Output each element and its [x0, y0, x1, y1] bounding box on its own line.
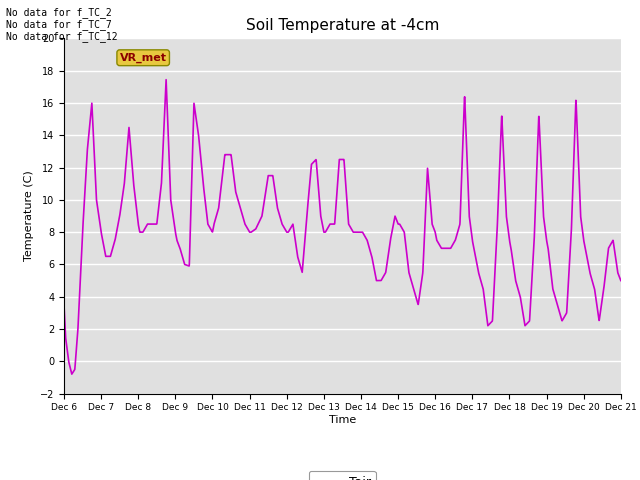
Tair — [163, 77, 170, 83]
Legend: Tair: Tair — [309, 471, 376, 480]
Tair — [606, 242, 614, 248]
Tair — [547, 264, 554, 270]
Text: No data for f_TC_12: No data for f_TC_12 — [6, 31, 118, 42]
Text: No data for f_TC_2: No data for f_TC_2 — [6, 7, 112, 18]
Text: VR_met: VR_met — [120, 53, 166, 63]
Tair — [617, 278, 625, 284]
Tair — [274, 206, 282, 212]
Text: No data for f_TC_7: No data for f_TC_7 — [6, 19, 112, 30]
Title: Soil Temperature at -4cm: Soil Temperature at -4cm — [246, 18, 439, 33]
Line: Tair: Tair — [64, 80, 621, 374]
Tair — [157, 187, 164, 193]
Tair — [60, 302, 68, 308]
Tair — [68, 371, 76, 377]
Tair — [124, 140, 132, 145]
X-axis label: Time: Time — [329, 415, 356, 425]
Tair — [298, 269, 306, 275]
Y-axis label: Temperature (C): Temperature (C) — [24, 170, 35, 262]
